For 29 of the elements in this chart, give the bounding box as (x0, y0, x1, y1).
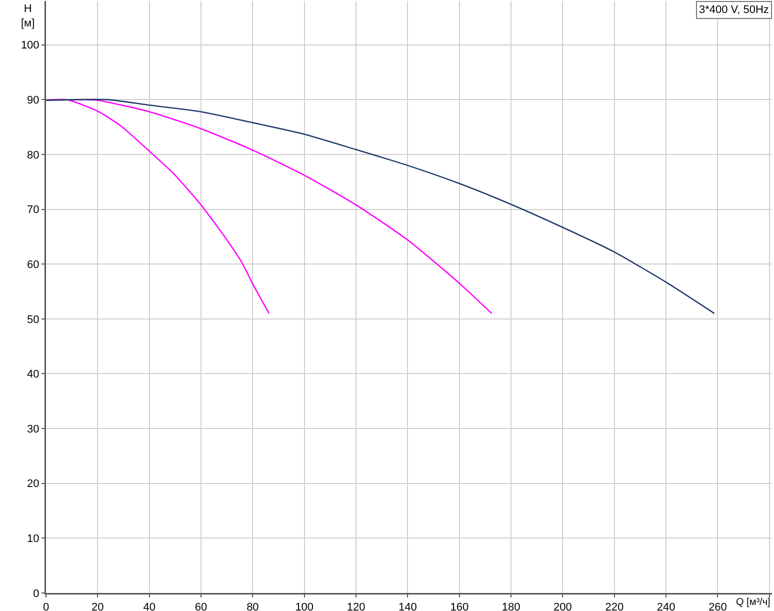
y-tick-label: 0 (33, 588, 40, 600)
annotation: 3*400 V, 50Hz (699, 4, 769, 16)
y-tick-label: 70 (27, 204, 40, 216)
x-tick-label: 140 (398, 602, 417, 611)
y-tick-label: 20 (27, 478, 40, 490)
x-tick-label: 20 (92, 602, 104, 611)
x-tick-label: 260 (708, 602, 727, 611)
x-tick-label: 40 (143, 602, 156, 611)
y-tick-label: 50 (27, 314, 40, 326)
x-tick-label: 80 (246, 602, 259, 611)
y-tick-label: 10 (27, 533, 40, 546)
x-tick-label: 220 (605, 602, 624, 611)
line-series (46, 98, 716, 314)
y-axis-title: H [м] (21, 3, 35, 30)
x-tick-label: 60 (194, 602, 208, 611)
x-tick-label: 160 (450, 602, 469, 611)
x-tick-label: 200 (554, 602, 572, 611)
y-tick-label: 90 (27, 94, 40, 107)
y-tick-label: 80 (27, 149, 40, 162)
y-tick-label: 30 (27, 423, 40, 436)
x-tick-label: 0 (42, 602, 50, 611)
y-tick-label: 60 (27, 258, 40, 271)
x-axis-title: Q [м³/ч] (736, 597, 771, 608)
x-tick-label: 100 (295, 602, 314, 611)
x-tick-label: 180 (502, 602, 520, 611)
y-tick-label: 100 (20, 40, 40, 52)
y-tick-label: 40 (27, 368, 40, 381)
x-tick-label: 120 (346, 602, 366, 611)
x-tick-label: 240 (656, 602, 676, 611)
